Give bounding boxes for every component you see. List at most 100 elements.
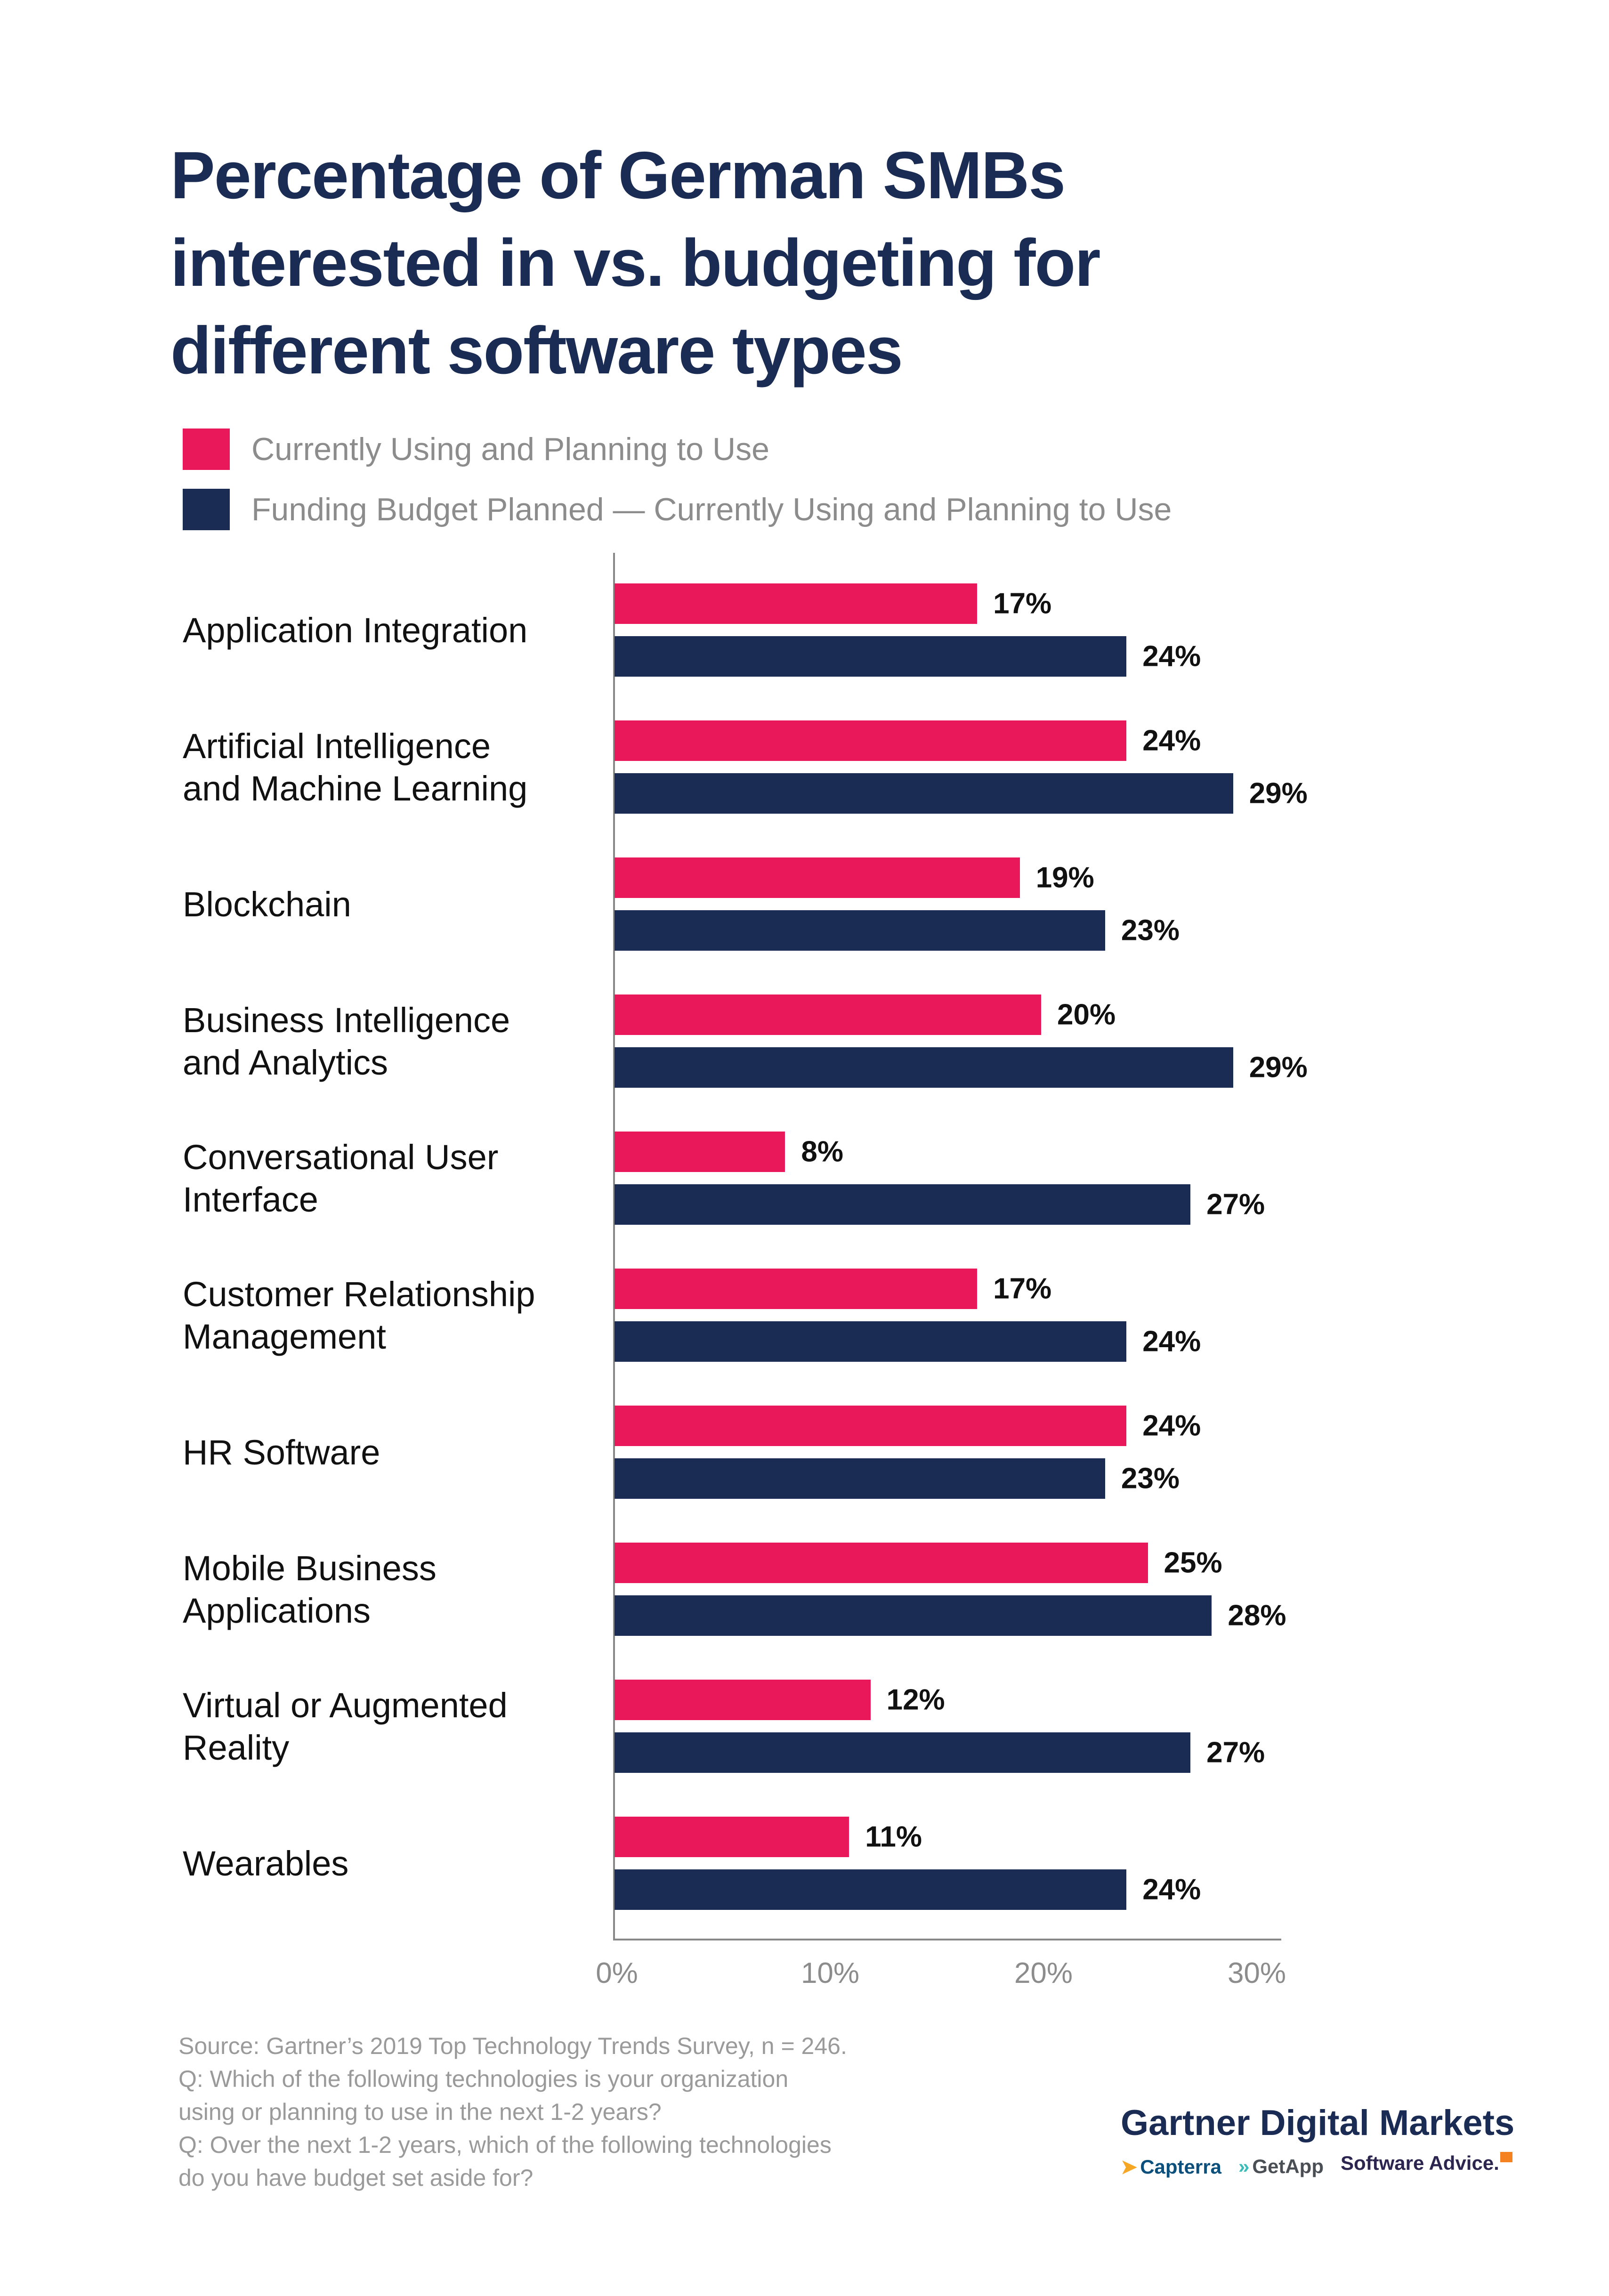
x-tick-label: 10% bbox=[800, 1957, 860, 1989]
chart-title: Percentage of German SMBs interested in … bbox=[170, 132, 1536, 395]
bar-using[interactable] bbox=[614, 1817, 849, 1857]
footer-line: using or planning to use in the next 1-2… bbox=[178, 2099, 662, 2125]
data-label: 24% bbox=[1142, 640, 1201, 673]
software-advice-text: Software Advice. bbox=[1340, 2152, 1499, 2174]
capterra-text: Capterra bbox=[1140, 2155, 1221, 2178]
category-label-line: Wearables bbox=[183, 1844, 349, 1883]
getapp-text: GetApp bbox=[1252, 2155, 1324, 2177]
legend-item-budget: Funding Budget Planned — Currently Using… bbox=[183, 489, 1172, 530]
category-label: Business Intelligence and Analytics bbox=[183, 999, 597, 1084]
bar-budget[interactable] bbox=[614, 1869, 1127, 1910]
category-label-line: Application Integration bbox=[183, 611, 528, 650]
source-note: Source: Gartner’s 2019 Top Technology Tr… bbox=[178, 2029, 847, 2194]
y-axis-line bbox=[613, 553, 615, 1940]
footer-line: Q: Over the next 1-2 years, which of the… bbox=[178, 2132, 832, 2158]
category-label: Application Integration bbox=[183, 609, 597, 652]
bar-using[interactable] bbox=[614, 1543, 1148, 1583]
bar-using[interactable] bbox=[614, 1680, 871, 1720]
footer-line: Source: Gartner’s 2019 Top Technology Tr… bbox=[178, 2033, 847, 2059]
data-label: 24% bbox=[1142, 1873, 1201, 1906]
bar-budget[interactable] bbox=[614, 1458, 1105, 1499]
category-label-line: Blockchain bbox=[183, 885, 351, 924]
legend-label: Funding Budget Planned — Currently Using… bbox=[251, 492, 1172, 527]
category-label-line: and Analytics bbox=[183, 1043, 388, 1082]
data-label: 11% bbox=[865, 1820, 922, 1853]
bar-using[interactable] bbox=[614, 1406, 1127, 1446]
bar-budget[interactable] bbox=[614, 773, 1233, 814]
bar-budget[interactable] bbox=[614, 1321, 1127, 1362]
data-label: 27% bbox=[1206, 1188, 1265, 1221]
category-label-line: Management bbox=[183, 1317, 386, 1356]
bar-using[interactable] bbox=[614, 1269, 978, 1309]
software-advice-logo: Software Advice. bbox=[1341, 2152, 1512, 2181]
category-label-line: Reality bbox=[183, 1728, 290, 1767]
bar-budget[interactable] bbox=[614, 1184, 1191, 1225]
category-label-line: Conversational User bbox=[183, 1138, 499, 1177]
speech-bubble-icon bbox=[1500, 2152, 1512, 2162]
bar-using[interactable] bbox=[614, 857, 1020, 898]
category-label: Wearables bbox=[183, 1843, 597, 1885]
category-label: Artificial Intelligence and Machine Learn… bbox=[183, 725, 597, 810]
title-line: Percentage of German SMBs bbox=[170, 138, 1066, 213]
getapp-logo: » GetApp bbox=[1238, 2155, 1324, 2178]
x-tick-label: 20% bbox=[1014, 1957, 1073, 1989]
category-label: Customer Relationship Management bbox=[183, 1273, 597, 1358]
legend-label: Currently Using and Planning to Use bbox=[251, 431, 769, 467]
legend-swatch-navy bbox=[183, 489, 230, 530]
data-label: 28% bbox=[1228, 1599, 1286, 1632]
capterra-arrow-icon: ➤ bbox=[1121, 2155, 1138, 2178]
x-tick-label: 30% bbox=[1227, 1957, 1286, 1989]
legend-item-using: Currently Using and Planning to Use bbox=[183, 428, 769, 470]
bar-budget[interactable] bbox=[614, 1595, 1212, 1636]
category-label: Conversational User Interface bbox=[183, 1136, 597, 1221]
category-label: Blockchain bbox=[183, 883, 597, 926]
category-label: Mobile Business Applications bbox=[183, 1547, 597, 1632]
data-label: 27% bbox=[1206, 1736, 1265, 1769]
category-label-line: Artificial Intelligence bbox=[183, 727, 491, 766]
x-axis-line bbox=[613, 1939, 1281, 1940]
data-label: 29% bbox=[1249, 777, 1308, 810]
category-label-line: and Machine Learning bbox=[183, 769, 528, 808]
data-label: 23% bbox=[1121, 1462, 1180, 1495]
bar-using[interactable] bbox=[614, 720, 1127, 761]
category-label-line: Virtual or Augmented bbox=[183, 1686, 508, 1725]
bar-budget[interactable] bbox=[614, 1732, 1191, 1773]
category-label-line: Customer Relationship bbox=[183, 1275, 535, 1314]
data-label: 8% bbox=[801, 1135, 843, 1168]
legend-swatch-pink bbox=[183, 428, 230, 470]
data-label: 24% bbox=[1142, 1409, 1201, 1442]
data-label: 25% bbox=[1164, 1546, 1222, 1579]
logo-main: Gartner Digital Markets bbox=[1121, 2103, 1515, 2143]
footer-line: Q: Which of the following technologies i… bbox=[178, 2066, 789, 2092]
category-label-line: Interface bbox=[183, 1180, 318, 1219]
category-label-line: Business Intelligence bbox=[183, 1001, 510, 1040]
category-label: Virtual or Augmented Reality bbox=[183, 1684, 597, 1769]
data-label: 24% bbox=[1142, 1325, 1201, 1358]
bar-budget[interactable] bbox=[614, 636, 1127, 677]
data-label: 23% bbox=[1121, 914, 1180, 947]
title-line: different software types bbox=[170, 313, 903, 388]
category-label-line: Mobile Business bbox=[183, 1549, 437, 1588]
bar-using[interactable] bbox=[614, 583, 978, 624]
data-label: 20% bbox=[1057, 998, 1116, 1031]
bar-using[interactable] bbox=[614, 994, 1041, 1035]
gartner-logo: Gartner Digital Markets ➤ Capterra » GetAp… bbox=[1121, 2102, 1529, 2181]
data-label: 29% bbox=[1249, 1051, 1308, 1084]
bar-budget[interactable] bbox=[614, 910, 1105, 951]
footer-line: do you have budget set aside for? bbox=[178, 2165, 534, 2191]
data-label: 17% bbox=[993, 1272, 1052, 1305]
category-label: HR Software bbox=[183, 1431, 597, 1474]
data-label: 24% bbox=[1142, 724, 1201, 757]
data-label: 17% bbox=[993, 587, 1052, 620]
data-label: 12% bbox=[886, 1683, 945, 1716]
x-tick-label: 0% bbox=[596, 1957, 638, 1989]
getapp-chevrons-icon: » bbox=[1238, 2155, 1250, 2177]
category-label-line: Applications bbox=[183, 1591, 371, 1630]
category-label-line: HR Software bbox=[183, 1433, 380, 1472]
title-line: interested in vs. budgeting for bbox=[170, 226, 1101, 300]
data-label: 19% bbox=[1035, 861, 1094, 894]
bar-budget[interactable] bbox=[614, 1047, 1233, 1088]
capterra-logo: ➤ Capterra bbox=[1121, 2155, 1221, 2178]
bar-using[interactable] bbox=[614, 1132, 785, 1172]
